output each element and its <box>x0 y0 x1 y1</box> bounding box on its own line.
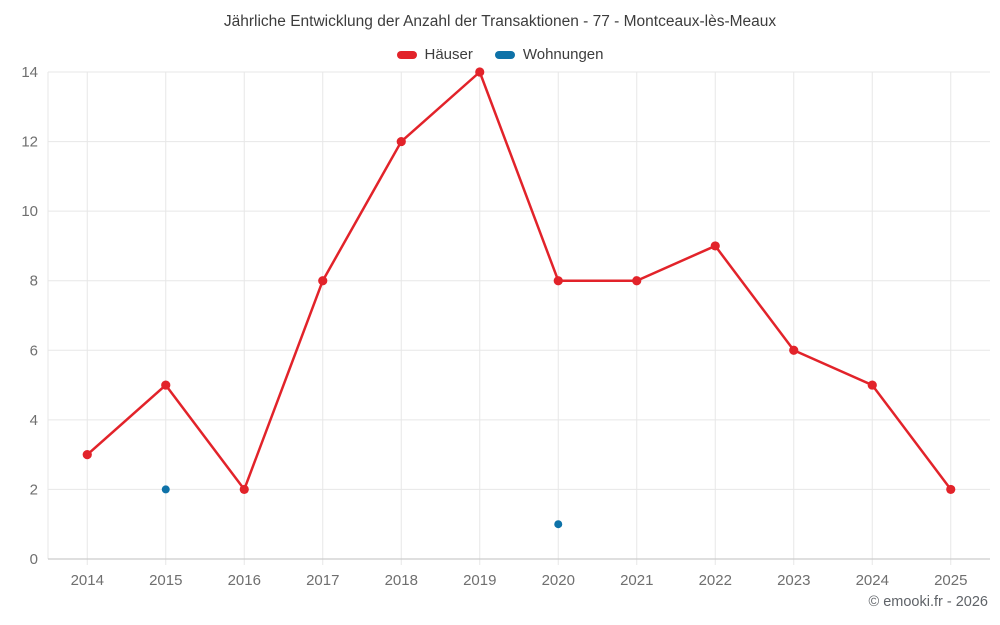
x-tick-label: 2019 <box>463 572 496 589</box>
data-point-0[interactable] <box>789 345 799 355</box>
data-point-0[interactable] <box>946 484 956 495</box>
x-tick-label: 2016 <box>228 572 261 589</box>
data-point-0[interactable] <box>318 276 328 286</box>
x-tick-label: 2023 <box>777 572 810 589</box>
data-point-1[interactable] <box>161 485 170 494</box>
x-tick-label: 2022 <box>699 572 732 589</box>
data-point-0[interactable] <box>632 276 642 286</box>
data-point-0[interactable] <box>553 276 563 286</box>
x-tick-label: 2018 <box>385 572 418 589</box>
data-point-0[interactable] <box>867 380 877 390</box>
x-tick-label: 2017 <box>306 572 339 589</box>
x-tick-label: 2024 <box>856 572 889 589</box>
x-tick-label: 2014 <box>71 572 104 589</box>
y-tick-label: 6 <box>30 342 38 359</box>
x-tick-label: 2025 <box>934 572 967 589</box>
x-tick-label: 2021 <box>620 572 653 589</box>
legend-swatch-wohnungen-icon <box>494 50 515 59</box>
x-tick-label: 2020 <box>542 572 575 589</box>
data-point-0[interactable] <box>239 484 249 495</box>
data-point-0[interactable] <box>710 241 720 251</box>
legend-swatch-haeuser-icon <box>396 50 417 59</box>
y-tick-label: 2 <box>30 481 38 498</box>
data-point-0[interactable] <box>82 450 92 460</box>
y-tick-label: 12 <box>21 134 38 151</box>
x-tick-label: 2015 <box>149 572 182 589</box>
data-point-0[interactable] <box>396 136 406 147</box>
data-point-0[interactable] <box>161 380 171 390</box>
y-tick-label: 10 <box>21 203 38 220</box>
legend: Häuser Wohnungen <box>0 46 1000 63</box>
y-tick-label: 4 <box>30 412 38 429</box>
legend-label-wohnungen: Wohnungen <box>522 46 604 63</box>
series-line-0 <box>86 70 952 491</box>
y-tick-label: 8 <box>30 273 38 290</box>
legend-label-haeuser: Häuser <box>424 46 473 63</box>
y-tick-label: 14 <box>21 64 38 81</box>
chart-title: Jährliche Entwicklung der Anzahl der Tra… <box>223 13 777 30</box>
data-point-1[interactable] <box>554 520 563 529</box>
legend-item-haeuser[interactable]: Häuser <box>396 46 473 63</box>
data-point-0[interactable] <box>475 67 485 77</box>
y-tick-label: 0 <box>30 551 38 568</box>
attribution: © emooki.fr - 2026 <box>868 594 988 610</box>
legend-item-wohnungen[interactable]: Wohnungen <box>494 46 604 63</box>
